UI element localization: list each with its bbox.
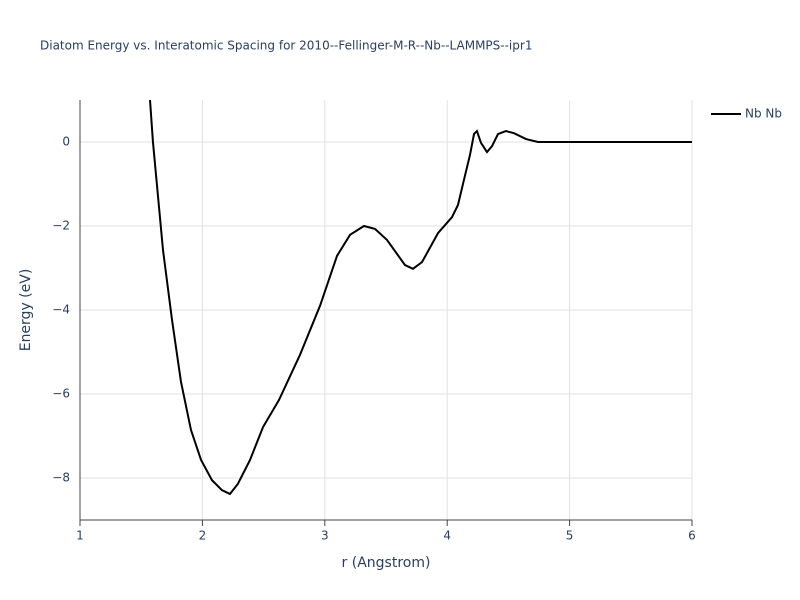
- x-tick-label: 3: [321, 529, 329, 543]
- x-axis-label: r (Angstrom): [342, 555, 431, 571]
- chart-title: Diatom Energy vs. Interatomic Spacing fo…: [40, 39, 532, 53]
- y-tick-label: −4: [52, 303, 70, 317]
- y-tick-label: 0: [62, 135, 70, 149]
- legend-label: Nb Nb: [745, 107, 782, 121]
- y-tick-label: −8: [52, 471, 70, 485]
- x-tick-label: 5: [566, 529, 574, 543]
- x-tick-label: 1: [76, 529, 84, 543]
- x-tick-label: 6: [688, 529, 696, 543]
- y-axis-label: Energy (eV): [18, 269, 34, 352]
- line-series: [149, 100, 692, 496]
- x-tick-label: 2: [199, 529, 207, 543]
- y-tick-label: −2: [52, 219, 70, 233]
- x-tick-label: 4: [443, 529, 451, 543]
- y-tick-label: −6: [52, 387, 70, 401]
